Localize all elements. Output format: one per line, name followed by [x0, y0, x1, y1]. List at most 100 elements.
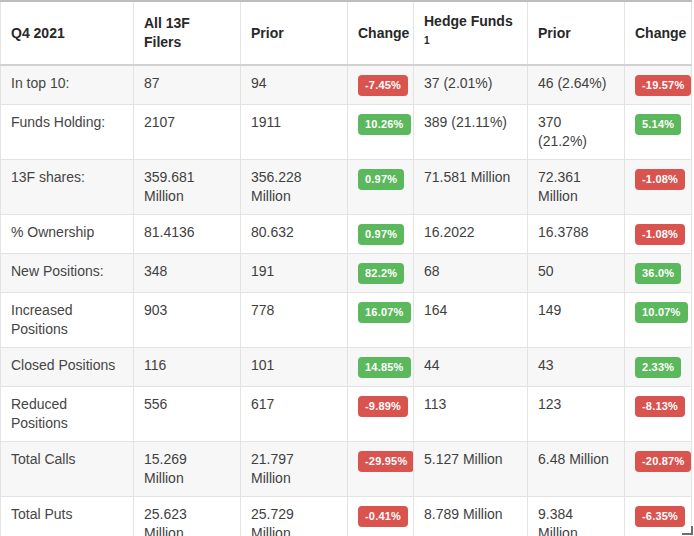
- row-label: Total Puts: [1, 497, 134, 536]
- cell-all-value: 556: [134, 387, 241, 442]
- cell-hf-prior: 46 (2.64%): [528, 65, 625, 105]
- cell-hf-change: 36.0%: [625, 254, 692, 293]
- cell-all-prior: 356.228 Million: [241, 160, 348, 215]
- table-row-increased-positions: Increased Positions 903 778 16.07% 164 1…: [1, 293, 692, 348]
- header-prior-2: Prior: [528, 1, 625, 65]
- cell-all-prior: 101: [241, 348, 348, 387]
- header-all-13f-filers: All 13F Filers: [134, 1, 241, 65]
- cell-hf-prior: 50: [528, 254, 625, 293]
- cell-hf-prior: 72.361 Million: [528, 160, 625, 215]
- cell-all-value: 116: [134, 348, 241, 387]
- change-badge: 36.0%: [635, 263, 681, 284]
- resize-grip-icon[interactable]: [682, 526, 693, 535]
- row-label: Funds Holding:: [1, 105, 134, 160]
- cell-hf-value: 113: [414, 387, 528, 442]
- cell-hf-change: -1.08%: [625, 215, 692, 254]
- hedge-funds-footnote-marker: 1: [424, 35, 430, 46]
- cell-hf-prior: 9.384 Million: [528, 497, 625, 536]
- cell-all-value: 903: [134, 293, 241, 348]
- cell-all-change: 0.97%: [348, 215, 414, 254]
- row-label: Closed Positions: [1, 348, 134, 387]
- header-prior-1: Prior: [241, 1, 348, 65]
- table-row-total-calls: Total Calls 15.269 Million 21.797 Millio…: [1, 442, 692, 497]
- cell-all-value: 25.623 Million: [134, 497, 241, 536]
- cell-hf-change: -8.13%: [625, 387, 692, 442]
- cell-hf-change: 2.33%: [625, 348, 692, 387]
- cell-hf-value: 44: [414, 348, 528, 387]
- row-label: 13F shares:: [1, 160, 134, 215]
- change-badge: 0.97%: [358, 224, 404, 245]
- cell-all-value: 348: [134, 254, 241, 293]
- table-row-funds-holding: Funds Holding: 2107 1911 10.26% 389 (21.…: [1, 105, 692, 160]
- table-row-reduced-positions: Reduced Positions 556 617 -9.89% 113 123…: [1, 387, 692, 442]
- change-badge: 14.85%: [358, 357, 411, 378]
- change-badge: -7.45%: [358, 75, 408, 96]
- change-badge: 16.07%: [358, 302, 411, 323]
- cell-all-change: 0.97%: [348, 160, 414, 215]
- hedge-funds-label: Hedge Funds: [424, 12, 517, 31]
- cell-all-value: 87: [134, 65, 241, 105]
- cell-hf-value: 37 (2.01%): [414, 65, 528, 105]
- cell-all-change: -7.45%: [348, 65, 414, 105]
- change-badge: 2.33%: [635, 357, 681, 378]
- cell-hf-prior: 6.48 Million: [528, 442, 625, 497]
- table-row-in-top-10: In top 10: 87 94 -7.45% 37 (2.01%) 46 (2…: [1, 65, 692, 105]
- cell-hf-value: 68: [414, 254, 528, 293]
- row-label: In top 10:: [1, 65, 134, 105]
- 13f-filings-table-widget: Q4 2021 All 13F Filers Prior Change Hedg…: [0, 0, 691, 536]
- change-badge: -1.08%: [635, 169, 685, 190]
- cell-all-value: 359.681 Million: [134, 160, 241, 215]
- table-row-closed-positions: Closed Positions 116 101 14.85% 44 43 2.…: [1, 348, 692, 387]
- cell-hf-change: -19.57%: [625, 65, 692, 105]
- change-badge: -8.13%: [635, 396, 685, 417]
- change-badge: -19.57%: [635, 75, 691, 96]
- change-badge: -29.95%: [358, 451, 414, 472]
- change-badge: -0.41%: [358, 506, 408, 527]
- change-badge: 10.26%: [358, 114, 411, 135]
- cell-all-change: 16.07%: [348, 293, 414, 348]
- row-label: % Ownership: [1, 215, 134, 254]
- cell-all-change: 82.2%: [348, 254, 414, 293]
- header-change-1: Change: [348, 1, 414, 65]
- cell-all-change: -0.41%: [348, 497, 414, 536]
- cell-all-prior: 21.797 Million: [241, 442, 348, 497]
- cell-all-change: -9.89%: [348, 387, 414, 442]
- cell-all-prior: 778: [241, 293, 348, 348]
- change-badge: -1.08%: [635, 224, 685, 245]
- change-badge: -20.87%: [635, 451, 691, 472]
- cell-hf-value: 389 (21.11%): [414, 105, 528, 160]
- change-badge: -9.89%: [358, 396, 408, 417]
- table-row-new-positions: New Positions: 348 191 82.2% 68 50 36.0%: [1, 254, 692, 293]
- cell-hf-prior: 16.3788: [528, 215, 625, 254]
- filings-table: Q4 2021 All 13F Filers Prior Change Hedg…: [0, 0, 692, 536]
- cell-hf-prior: 149: [528, 293, 625, 348]
- cell-all-value: 15.269 Million: [134, 442, 241, 497]
- cell-hf-value: 164: [414, 293, 528, 348]
- change-badge: 0.97%: [358, 169, 404, 190]
- cell-hf-change: 5.14%: [625, 105, 692, 160]
- cell-all-value: 81.4136: [134, 215, 241, 254]
- cell-hf-prior: 43: [528, 348, 625, 387]
- cell-all-change: -29.95%: [348, 442, 414, 497]
- cell-hf-value: 16.2022: [414, 215, 528, 254]
- header-period: Q4 2021: [1, 1, 134, 65]
- cell-all-prior: 1911: [241, 105, 348, 160]
- change-badge: 5.14%: [635, 114, 681, 135]
- row-label: New Positions:: [1, 254, 134, 293]
- row-label: Increased Positions: [1, 293, 134, 348]
- cell-all-prior: 25.729 Million: [241, 497, 348, 536]
- table-row-total-puts: Total Puts 25.623 Million 25.729 Million…: [1, 497, 692, 536]
- table-row-13f-shares: 13F shares: 359.681 Million 356.228 Mill…: [1, 160, 692, 215]
- cell-all-value: 2107: [134, 105, 241, 160]
- row-label: Reduced Positions: [1, 387, 134, 442]
- cell-hf-change: 10.07%: [625, 293, 692, 348]
- cell-all-prior: 191: [241, 254, 348, 293]
- cell-all-change: 10.26%: [348, 105, 414, 160]
- cell-hf-change: -20.87%: [625, 442, 692, 497]
- cell-hf-change: -1.08%: [625, 160, 692, 215]
- row-label: Total Calls: [1, 442, 134, 497]
- change-badge: -6.35%: [635, 506, 685, 527]
- cell-all-change: 14.85%: [348, 348, 414, 387]
- table-row-pct-ownership: % Ownership 81.4136 80.632 0.97% 16.2022…: [1, 215, 692, 254]
- cell-all-prior: 94: [241, 65, 348, 105]
